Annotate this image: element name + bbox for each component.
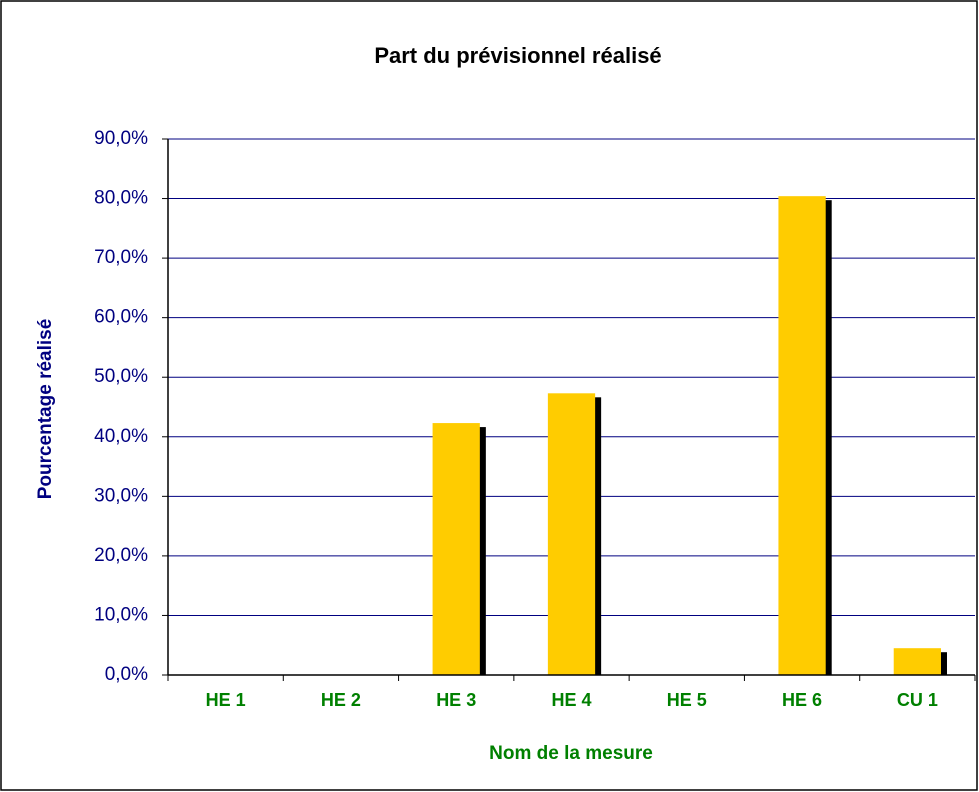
y-tick-label: 20,0% [94, 545, 148, 566]
x-tick-label: HE 6 [782, 690, 822, 710]
y-tick-label: 40,0% [94, 426, 148, 447]
x-tick-label: HE 1 [206, 690, 246, 710]
x-axis-title: Nom de la mesure [489, 743, 653, 764]
x-tick-label: HE 2 [321, 690, 361, 710]
y-tick-label: 60,0% [94, 307, 148, 328]
x-tick-label: HE 3 [436, 690, 476, 710]
y-tick-label: 10,0% [94, 604, 148, 625]
x-tick-label: HE 4 [551, 690, 591, 710]
x-tick-label: CU 1 [897, 690, 938, 710]
y-tick-label: 90,0% [94, 128, 148, 149]
y-axis-title: Pourcentage réalisé [35, 319, 56, 500]
bar [778, 196, 826, 675]
y-tick-label: 30,0% [94, 485, 148, 506]
y-tick-label: 70,0% [94, 247, 148, 268]
y-tick-label: 50,0% [94, 366, 148, 387]
bar [432, 423, 480, 675]
y-tick-label: 80,0% [94, 188, 148, 209]
x-tick-label: HE 5 [667, 690, 707, 710]
chart-title: Part du prévisionnel réalisé [374, 43, 661, 68]
bar [893, 648, 941, 675]
bar [547, 393, 596, 675]
y-tick-label: 0,0% [105, 664, 148, 685]
